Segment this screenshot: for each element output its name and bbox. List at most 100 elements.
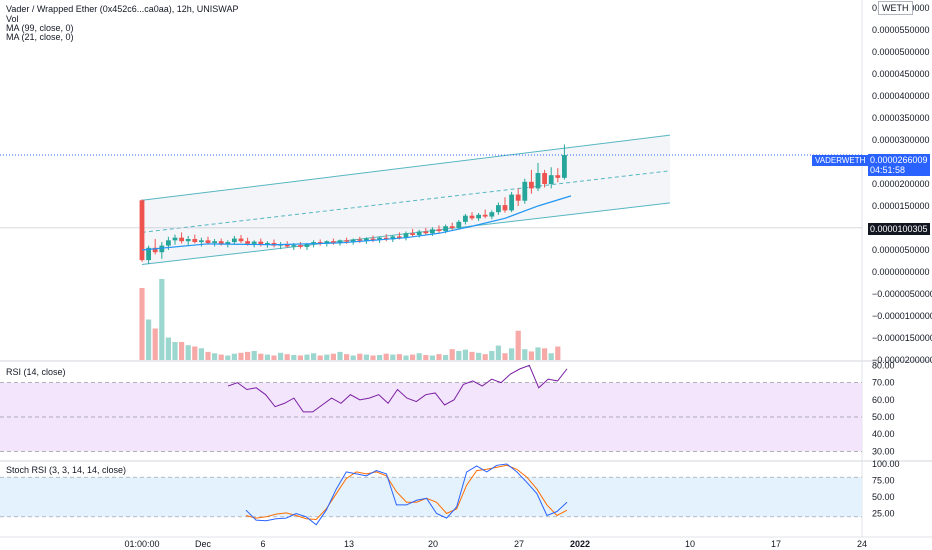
currency-label[interactable]: WETH <box>878 1 913 15</box>
price-tick-label: 0.0000200000 <box>872 179 930 189</box>
time-tick-label: Dec <box>195 539 212 549</box>
volume-bar <box>462 349 468 360</box>
volume-bar <box>139 288 145 360</box>
candle-body <box>436 229 442 232</box>
time-axis[interactable]: 01:00:00 Dec 6 13 20 27 2022 10 17 24 <box>124 539 867 549</box>
candle-body <box>225 242 231 244</box>
volume-bar <box>146 319 152 360</box>
volume-bar <box>231 353 237 360</box>
volume-bar <box>278 352 284 360</box>
candle-body <box>284 244 290 247</box>
candle-body <box>205 240 211 243</box>
candle-body <box>370 238 376 240</box>
price-tick-label: −0.0000200000 <box>872 355 932 365</box>
time-tick-label: 24 <box>857 539 867 549</box>
time-tick-label: 20 <box>428 539 438 549</box>
volume-bar <box>159 279 165 360</box>
rsi-pane[interactable] <box>0 364 862 452</box>
volume-bar <box>225 355 231 360</box>
volume-bar <box>410 354 416 360</box>
candle-body <box>423 231 429 234</box>
candle-body <box>212 241 217 243</box>
candle-body <box>555 175 561 178</box>
volume-bar <box>284 354 290 360</box>
candle-body <box>152 247 158 253</box>
candle-body <box>218 241 224 244</box>
volume-bar <box>482 354 488 360</box>
volume-bar <box>264 354 270 360</box>
price-tick-label: 0.0000150000 <box>872 201 930 211</box>
volume-bar <box>330 353 336 360</box>
price-pane[interactable] <box>0 134 862 360</box>
volume-bar <box>350 355 356 360</box>
price-tick-label: −0.0000100000 <box>872 311 932 321</box>
channel-middle-line <box>141 170 671 233</box>
volume-bar <box>535 347 541 360</box>
candle-body <box>185 239 191 242</box>
candle-body <box>443 226 448 232</box>
volume-bar <box>212 353 218 360</box>
stoch-tick-label: 100.00 <box>872 459 900 469</box>
volume-bar <box>509 348 515 360</box>
volume-bar <box>522 349 528 360</box>
rsi-tick-label: 70.00 <box>872 378 895 388</box>
volume-bar <box>429 355 435 360</box>
candle-body <box>192 239 198 243</box>
candle-body <box>463 215 468 222</box>
stoch-tick-label: 25.00 <box>872 508 895 518</box>
price-tick-label: 0.0000050000 <box>872 245 930 255</box>
candle-body <box>397 236 402 239</box>
volume-bar <box>357 353 363 360</box>
volume-bar <box>311 353 317 360</box>
candle-body <box>251 241 257 244</box>
candle-body <box>166 240 171 246</box>
price-tick-label: 0.0000550000 <box>872 25 930 35</box>
candle-body <box>529 181 534 189</box>
candle-body <box>416 231 422 236</box>
volume-bar <box>528 351 534 360</box>
candle-body <box>509 194 514 211</box>
volume-bar <box>238 352 244 360</box>
volume-bar <box>324 354 330 360</box>
candle-body <box>383 237 389 240</box>
volume-bar <box>291 355 297 360</box>
volume-bar <box>396 354 402 360</box>
volume-bar <box>436 354 442 360</box>
price-tick-label: 0.0000300000 <box>872 135 930 145</box>
time-tick-label: 01:00:00 <box>124 539 159 549</box>
time-tick-label: 17 <box>771 539 781 549</box>
candle-body <box>502 205 508 211</box>
stoch-pane[interactable] <box>0 463 862 526</box>
stoch-tick-label: 75.00 <box>872 475 895 485</box>
candle-body <box>515 194 521 201</box>
candle-body <box>542 173 547 184</box>
volume-bar <box>443 355 449 360</box>
rsi-tick-label: 80.00 <box>872 360 895 370</box>
volume-bar <box>456 351 462 360</box>
candle-body <box>476 214 481 219</box>
candle-body <box>245 241 250 244</box>
candle-body <box>265 242 270 245</box>
stoch-tick-label: 50.00 <box>872 492 895 502</box>
last-price-value: 0.0000266009 <box>870 155 928 165</box>
candle-body <box>304 244 310 247</box>
volume-bar <box>185 345 191 360</box>
volume-bar <box>317 355 323 360</box>
rsi-tick-label: 60.00 <box>872 395 895 405</box>
stoch-k-line <box>245 463 568 526</box>
stoch-rsi-label: Stoch RSI (3, 3, 14, 14, close) <box>6 465 127 475</box>
candle-body <box>403 233 409 239</box>
volume-bar <box>495 345 501 360</box>
price-axis[interactable]: 0.00006000000.00005500000.00005000000.00… <box>872 3 932 518</box>
candle-body <box>179 237 184 242</box>
legend-ma21: MA (21, close, 0) <box>6 32 74 42</box>
volume-bar <box>205 351 211 360</box>
volume-bar <box>555 346 561 360</box>
candle-body <box>548 175 554 184</box>
candle-body <box>496 205 501 213</box>
candle-body <box>469 215 475 219</box>
volume-bar <box>258 353 264 360</box>
volume-bar <box>423 355 429 360</box>
volume-bar <box>304 354 310 360</box>
